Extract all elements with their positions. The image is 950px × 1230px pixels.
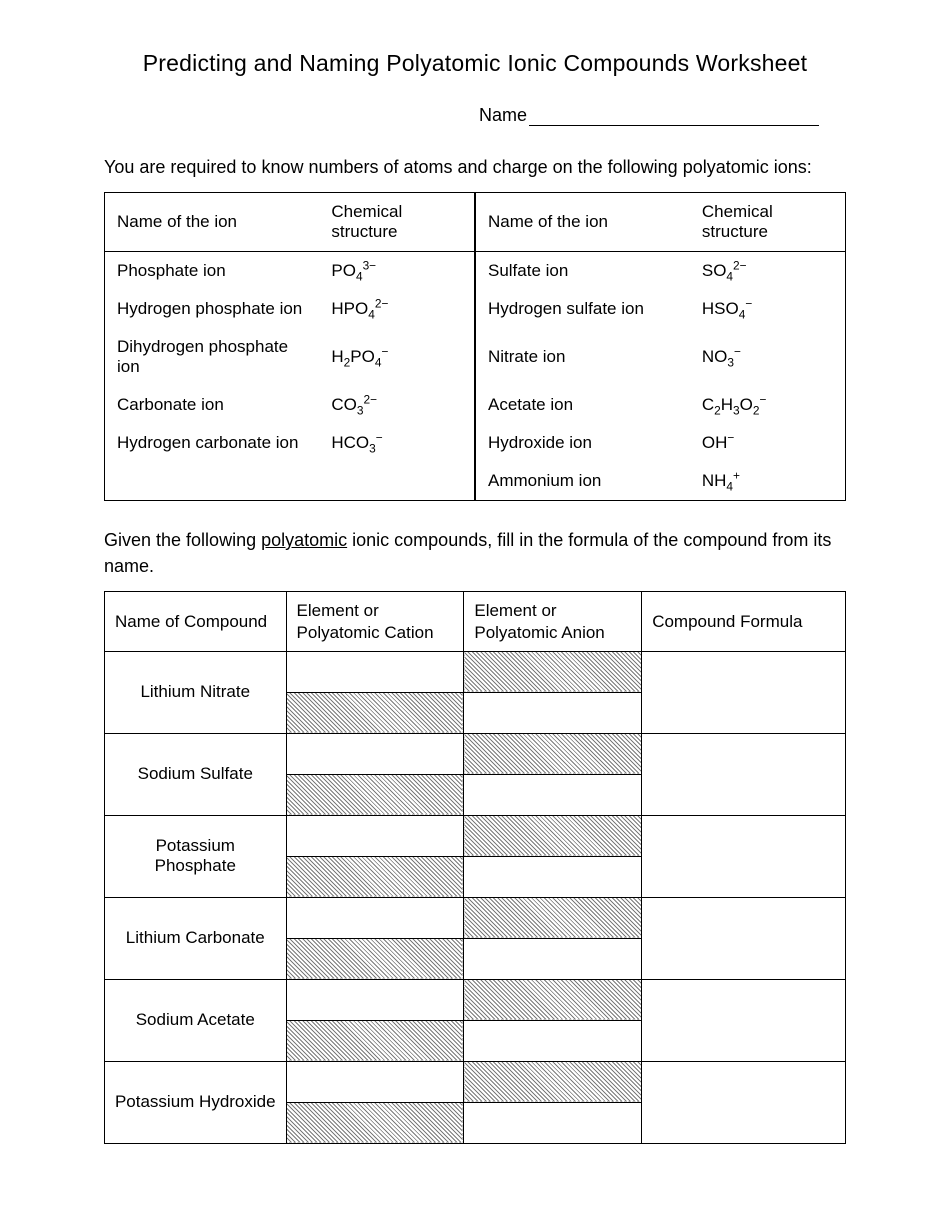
- anion-cell-top-shaded: [464, 815, 642, 856]
- cation-cell-top[interactable]: [286, 897, 464, 938]
- name-input-line[interactable]: [529, 106, 819, 126]
- ion-struct-left: HPO42−: [319, 290, 475, 328]
- ion-name-right: Hydrogen sulfate ion: [475, 290, 690, 328]
- compounds-header-formula: Compound Formula: [642, 592, 846, 652]
- ions-row: Hydrogen phosphate ionHPO42−Hydrogen sul…: [105, 290, 846, 328]
- ion-struct-left: HCO3−: [319, 424, 475, 462]
- ion-struct-left: H2PO4−: [319, 328, 475, 386]
- anion-cell-bottom[interactable]: [464, 856, 642, 897]
- ion-name-right: Nitrate ion: [475, 328, 690, 386]
- ion-struct-right: C2H3O2−: [690, 386, 846, 424]
- ion-name-right: Acetate ion: [475, 386, 690, 424]
- compound-name: Potassium Phosphate: [105, 815, 287, 897]
- compound-row-top: Sodium Sulfate: [105, 733, 846, 774]
- compound-name: Sodium Acetate: [105, 979, 287, 1061]
- worksheet-page: Predicting and Naming Polyatomic Ionic C…: [0, 0, 950, 1194]
- compound-row-top: Lithium Carbonate: [105, 897, 846, 938]
- cation-cell-top[interactable]: [286, 815, 464, 856]
- compound-row-top: Sodium Acetate: [105, 979, 846, 1020]
- anion-cell-bottom[interactable]: [464, 774, 642, 815]
- ion-struct-right: NH4+: [690, 462, 846, 501]
- ion-struct-right: NO3−: [690, 328, 846, 386]
- cation-cell-bottom-shaded: [286, 938, 464, 979]
- anion-cell-bottom[interactable]: [464, 692, 642, 733]
- compound-row-top: Potassium Phosphate: [105, 815, 846, 856]
- ion-name-left: [105, 462, 320, 501]
- formula-cell[interactable]: [642, 651, 846, 733]
- ion-struct-left: [319, 462, 475, 501]
- ion-name-left: Carbonate ion: [105, 386, 320, 424]
- formula-cell[interactable]: [642, 815, 846, 897]
- formula-cell[interactable]: [642, 979, 846, 1061]
- anion-cell-top-shaded: [464, 733, 642, 774]
- ions-row: Phosphate ionPO43−Sulfate ionSO42−: [105, 252, 846, 291]
- compounds-header-row: Name of Compound Element or Polyatomic C…: [105, 592, 846, 652]
- anion-cell-top-shaded: [464, 979, 642, 1020]
- compounds-table: Name of Compound Element or Polyatomic C…: [104, 591, 846, 1144]
- anion-cell-bottom[interactable]: [464, 1020, 642, 1061]
- ion-name-right: Hydroxide ion: [475, 424, 690, 462]
- instructions-1: You are required to know numbers of atom…: [104, 154, 846, 180]
- ion-name-left: Hydrogen phosphate ion: [105, 290, 320, 328]
- ions-row: Hydrogen carbonate ionHCO3−Hydroxide ion…: [105, 424, 846, 462]
- ion-name-left: Dihydrogen phosphate ion: [105, 328, 320, 386]
- name-field-row: Name: [104, 105, 846, 126]
- compound-row-top: Potassium Hydroxide: [105, 1061, 846, 1102]
- page-title: Predicting and Naming Polyatomic Ionic C…: [104, 50, 846, 77]
- ions-header-struct2: Chemical structure: [690, 193, 846, 252]
- compound-row-top: Lithium Nitrate: [105, 651, 846, 692]
- ions-header-row: Name of the ion Chemical structure Name …: [105, 193, 846, 252]
- formula-cell[interactable]: [642, 897, 846, 979]
- cation-cell-bottom-shaded: [286, 1020, 464, 1061]
- instructions-2u: polyatomic: [261, 530, 347, 550]
- cation-cell-top[interactable]: [286, 979, 464, 1020]
- ion-struct-right: OH−: [690, 424, 846, 462]
- formula-cell[interactable]: [642, 1061, 846, 1143]
- name-label: Name: [479, 105, 527, 125]
- ion-name-left: Phosphate ion: [105, 252, 320, 291]
- ions-row: Carbonate ionCO32−Acetate ionC2H3O2−: [105, 386, 846, 424]
- ions-header-name2: Name of the ion: [475, 193, 690, 252]
- anion-cell-top-shaded: [464, 651, 642, 692]
- ions-row: Ammonium ionNH4+: [105, 462, 846, 501]
- ion-name-left: Hydrogen carbonate ion: [105, 424, 320, 462]
- compound-name: Lithium Nitrate: [105, 651, 287, 733]
- ions-header-struct1: Chemical structure: [319, 193, 475, 252]
- anion-cell-bottom[interactable]: [464, 1102, 642, 1143]
- ion-name-right: Sulfate ion: [475, 252, 690, 291]
- anion-cell-bottom[interactable]: [464, 938, 642, 979]
- cation-cell-top[interactable]: [286, 1061, 464, 1102]
- ion-struct-right: SO42−: [690, 252, 846, 291]
- instructions-2a: Given the following: [104, 530, 261, 550]
- ion-struct-right: HSO4−: [690, 290, 846, 328]
- ion-struct-left: CO32−: [319, 386, 475, 424]
- compounds-header-name: Name of Compound: [105, 592, 287, 652]
- compound-name: Potassium Hydroxide: [105, 1061, 287, 1143]
- anion-cell-top-shaded: [464, 897, 642, 938]
- ions-row: Dihydrogen phosphate ionH2PO4−Nitrate io…: [105, 328, 846, 386]
- ions-header-name1: Name of the ion: [105, 193, 320, 252]
- ion-struct-left: PO43−: [319, 252, 475, 291]
- cation-cell-bottom-shaded: [286, 1102, 464, 1143]
- ion-name-right: Ammonium ion: [475, 462, 690, 501]
- instructions-2: Given the following polyatomic ionic com…: [104, 527, 846, 579]
- compound-name: Lithium Carbonate: [105, 897, 287, 979]
- formula-cell[interactable]: [642, 733, 846, 815]
- compounds-header-cation: Element or Polyatomic Cation: [286, 592, 464, 652]
- cation-cell-bottom-shaded: [286, 774, 464, 815]
- cation-cell-bottom-shaded: [286, 856, 464, 897]
- ions-table: Name of the ion Chemical structure Name …: [104, 192, 846, 501]
- cation-cell-bottom-shaded: [286, 692, 464, 733]
- compounds-header-anion: Element or Polyatomic Anion: [464, 592, 642, 652]
- cation-cell-top[interactable]: [286, 651, 464, 692]
- compound-name: Sodium Sulfate: [105, 733, 287, 815]
- anion-cell-top-shaded: [464, 1061, 642, 1102]
- cation-cell-top[interactable]: [286, 733, 464, 774]
